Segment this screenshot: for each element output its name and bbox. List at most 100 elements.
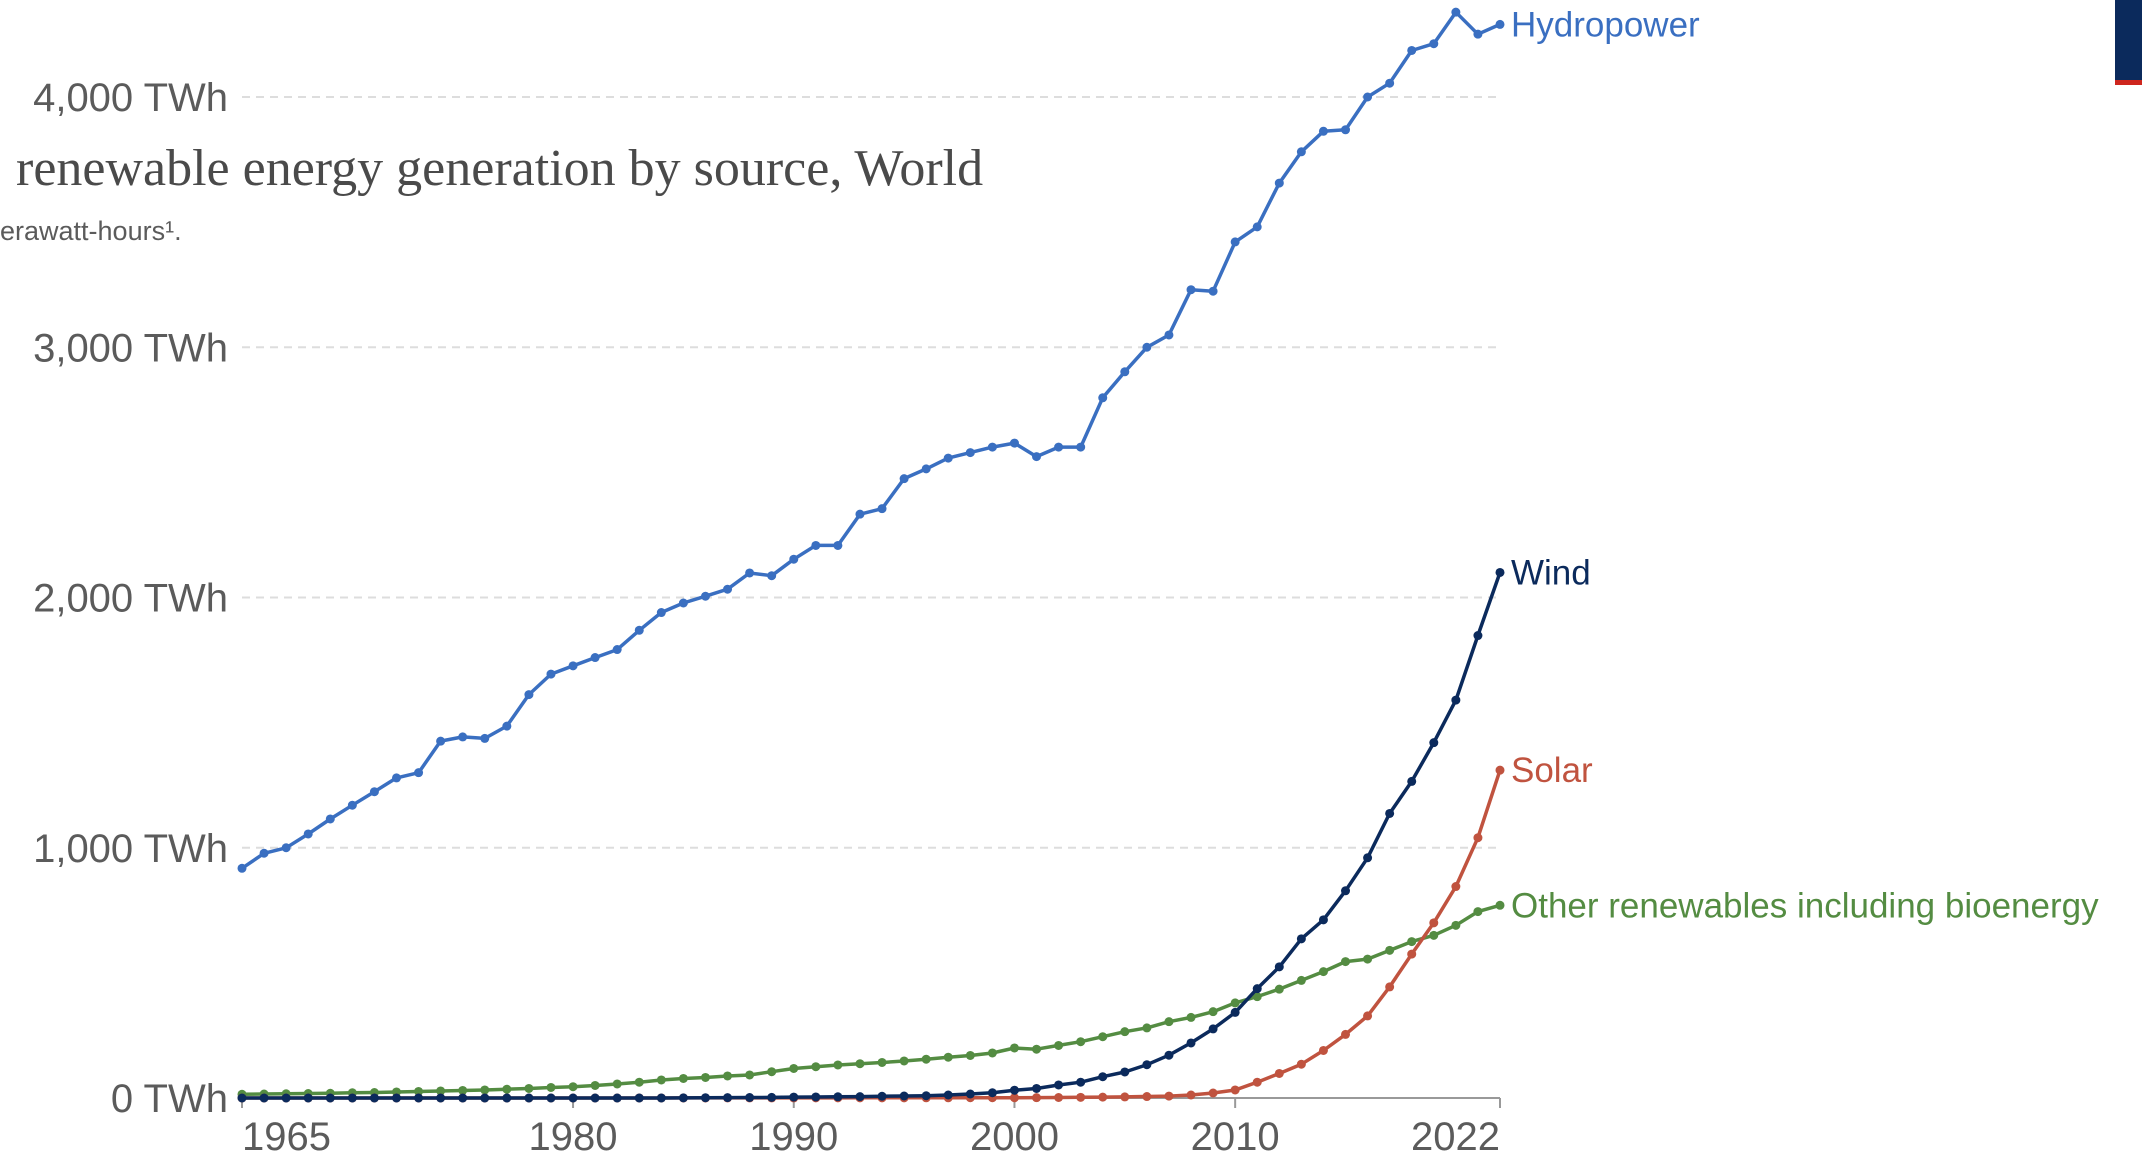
point (723, 1071, 733, 1081)
point (1142, 1023, 1152, 1033)
point (612, 1079, 622, 1089)
point (1495, 900, 1505, 910)
point (414, 1086, 424, 1096)
point (1473, 833, 1483, 843)
point (546, 1082, 556, 1092)
point (965, 1050, 975, 1060)
point (1451, 882, 1461, 892)
point (723, 584, 733, 594)
point (656, 1075, 666, 1085)
point (347, 1093, 357, 1103)
point (369, 787, 379, 797)
series-line (241, 903, 1501, 1096)
point (1164, 1017, 1174, 1027)
point (921, 1091, 931, 1101)
point (391, 773, 401, 783)
point (1186, 1038, 1196, 1048)
point (943, 1090, 953, 1100)
point (921, 464, 931, 474)
point (1341, 886, 1351, 896)
point (943, 453, 953, 463)
point (1252, 992, 1262, 1002)
point (414, 768, 424, 778)
point (678, 1073, 688, 1083)
point (1451, 695, 1461, 705)
point (237, 1093, 247, 1103)
point (1164, 330, 1174, 340)
point (789, 1092, 799, 1102)
y-tick-label: 3,000 TWh (33, 326, 228, 370)
point (1495, 567, 1505, 577)
point (1341, 1029, 1351, 1039)
point (1186, 1090, 1196, 1100)
point (590, 653, 600, 663)
point (745, 568, 755, 578)
point (1164, 1091, 1174, 1101)
series-label: Solar (1511, 751, 1593, 790)
x-tick-label: 2010 (1191, 1115, 1280, 1159)
point (855, 1059, 865, 1069)
point (237, 863, 247, 873)
point (458, 1093, 468, 1103)
point (1274, 962, 1284, 972)
point (1054, 1040, 1064, 1050)
point (1142, 1092, 1152, 1102)
point (678, 598, 688, 608)
point (767, 1092, 777, 1102)
point (767, 571, 777, 581)
chart-subtitle: erawatt-hours¹. (0, 216, 182, 246)
point (1318, 126, 1328, 136)
point (281, 843, 291, 853)
point (1032, 1093, 1042, 1103)
point (568, 1082, 578, 1092)
point (634, 625, 644, 635)
point (1230, 998, 1240, 1008)
point (436, 736, 446, 746)
series-label: Other renewables including bioenergy (1511, 886, 2099, 925)
point (855, 1092, 865, 1102)
point (833, 540, 843, 550)
point (1032, 1083, 1042, 1093)
point (899, 1056, 909, 1066)
point (1385, 808, 1395, 818)
point (612, 645, 622, 655)
point (1208, 1088, 1218, 1098)
point (480, 733, 490, 743)
point (1385, 982, 1395, 992)
point (1363, 1011, 1373, 1021)
point (1407, 949, 1417, 959)
x-tick-label: 2022 (1411, 1115, 1500, 1159)
point (590, 1093, 600, 1103)
point (1120, 1027, 1130, 1037)
point (1429, 930, 1439, 940)
point (877, 1057, 887, 1067)
point (745, 1070, 755, 1080)
point (1429, 738, 1439, 748)
point (1318, 967, 1328, 977)
point (1495, 19, 1505, 29)
point (1120, 367, 1130, 377)
point (436, 1093, 446, 1103)
point (414, 1093, 424, 1103)
point (1032, 452, 1042, 462)
point (1142, 342, 1152, 352)
point (1230, 1085, 1240, 1095)
point (325, 1093, 335, 1103)
point (1296, 147, 1306, 157)
point (1076, 1077, 1086, 1087)
point (325, 814, 335, 824)
series-line (241, 10, 1501, 870)
point (877, 1091, 887, 1101)
point (502, 1093, 512, 1103)
point (347, 800, 357, 810)
point (1407, 937, 1417, 947)
point (1054, 1092, 1064, 1102)
point (1296, 975, 1306, 985)
point (767, 1067, 777, 1077)
point (1076, 1092, 1086, 1102)
point (723, 1093, 733, 1103)
point (634, 1077, 644, 1087)
point (502, 721, 512, 731)
point (1054, 442, 1064, 452)
